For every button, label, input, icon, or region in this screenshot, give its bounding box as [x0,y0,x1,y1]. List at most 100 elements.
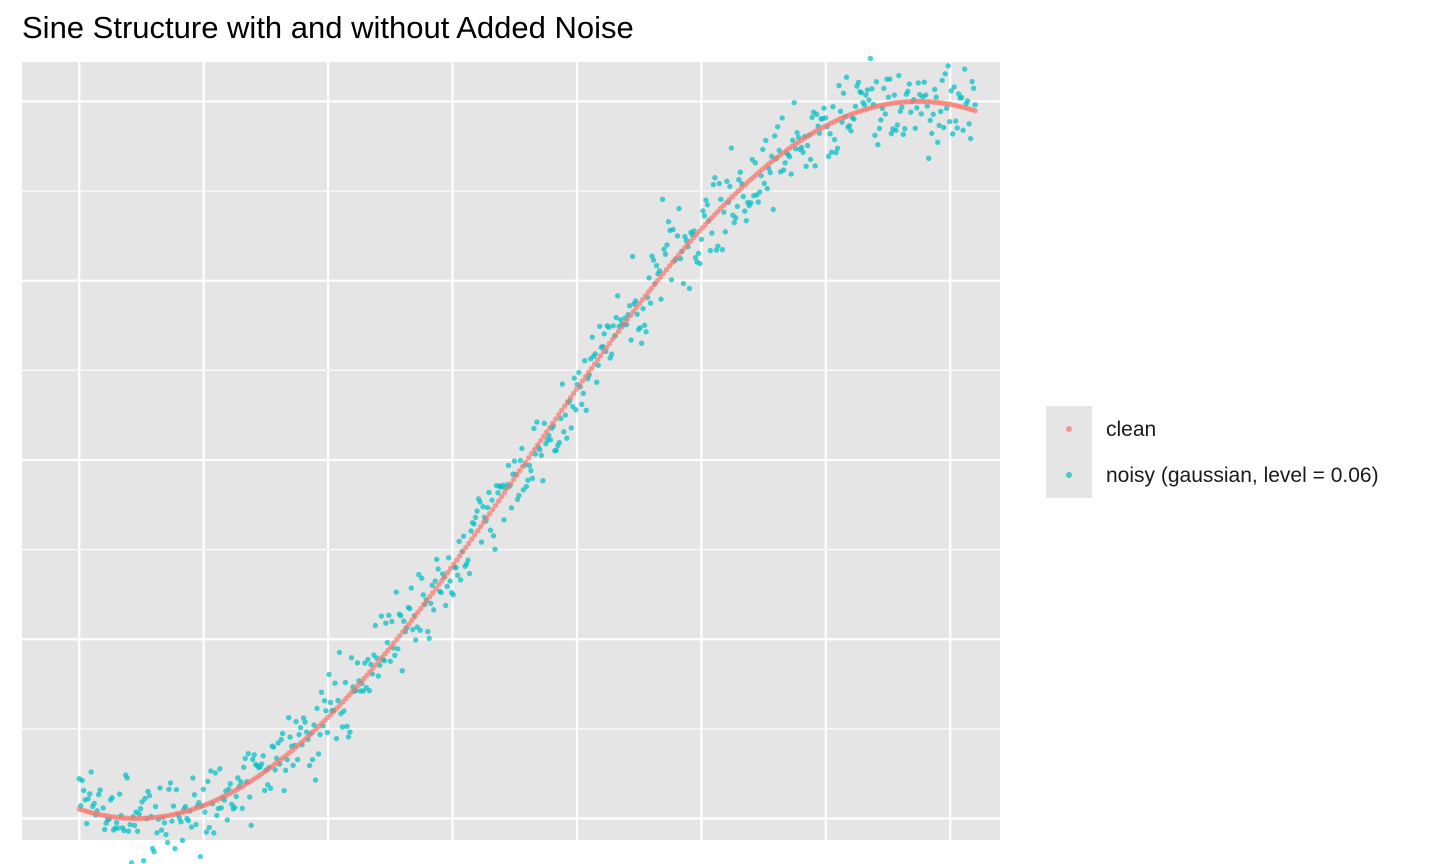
noisy-point [282,767,289,774]
noisy-point [830,104,836,110]
noisy-point [712,174,718,181]
noisy-point [471,521,477,527]
clean-point [606,340,613,347]
noisy-point [885,94,892,100]
noisy-point [692,254,699,261]
noisy-point [851,116,857,122]
clean-point [600,348,607,355]
noisy-point [477,499,483,505]
noisy-point [701,213,708,219]
clean-point [630,308,637,315]
noisy-point [873,78,880,85]
noisy-point [214,812,220,819]
noisy-point [736,176,742,183]
clean-point [570,390,577,397]
noisy-point [561,429,567,435]
noisy-point [891,92,898,98]
noisy-point [203,829,210,835]
legend-label-clean: clean [1106,418,1157,441]
noisy-point [413,637,419,643]
noisy-point [200,786,207,793]
noisy-point [908,109,914,115]
noisy-point [740,193,746,200]
clean-point [540,433,547,439]
noisy-point [559,381,566,387]
noisy-point [224,817,231,823]
noisy-point [902,125,908,132]
noisy-point [375,673,382,679]
noisy-point [472,514,479,521]
clean-point [448,565,454,572]
clean-point [460,549,466,555]
noisy-point [383,620,389,626]
clean-point [457,553,463,559]
noisy-point [966,121,972,127]
clean-point [609,336,616,343]
noisy-point [251,752,257,758]
noisy-point [178,819,184,825]
noisy-point [927,117,933,124]
noisy-point [582,358,588,364]
noisy-point [517,457,524,464]
series-clean [76,98,978,822]
noisy-point [946,118,953,125]
noisy-point [173,787,180,793]
noisy-point [755,199,761,205]
noisy-point [827,131,833,137]
noisy-point [579,401,585,407]
noisy-point [324,729,331,736]
clean-point [379,654,385,661]
noisy-point [737,169,744,175]
noisy-point [721,209,727,215]
noisy-point [899,104,905,110]
noisy-point [601,331,607,337]
clean-point [493,502,499,508]
noisy-point [718,196,724,203]
clean-point [469,536,475,542]
noisy-point [540,478,546,484]
noisy-point [454,572,461,578]
noisy-point [534,419,540,425]
clean-point [543,429,550,435]
noisy-point [416,571,422,578]
clean-point [534,442,541,448]
noisy-point [426,635,432,642]
noisy-point [146,792,153,799]
noisy-point [812,163,818,169]
noisy-point [697,260,703,267]
clean-point [642,293,649,299]
noisy-point [547,437,554,443]
noisy-point [287,734,293,740]
clean-point [603,344,610,351]
noisy-point [833,149,839,156]
noisy-point [121,827,127,834]
noisy-point [81,787,87,794]
noisy-point [707,247,714,254]
noisy-point [734,203,741,210]
noisy-point [480,504,486,510]
noisy-point [91,800,97,807]
noisy-point [465,557,471,563]
noisy-point [309,756,316,763]
noisy-point [457,577,464,583]
clean-point [415,609,421,616]
noisy-point [529,475,536,482]
clean-point [576,382,583,388]
noisy-point [568,425,574,431]
noisy-point [632,298,639,304]
noisy-point [935,139,941,146]
noisy-point [867,55,874,62]
noisy-point [290,762,296,768]
clean-point [436,581,442,588]
noisy-point [809,114,815,121]
noisy-point [417,627,423,634]
noisy-point [941,124,947,131]
clean-point [561,403,568,409]
noisy-point [238,778,244,785]
clean-point [597,353,604,359]
legend-keys [1046,406,1092,498]
clean-point [522,459,529,465]
noisy-point [387,658,394,664]
noisy-point [650,257,657,263]
noisy-point [101,826,108,833]
